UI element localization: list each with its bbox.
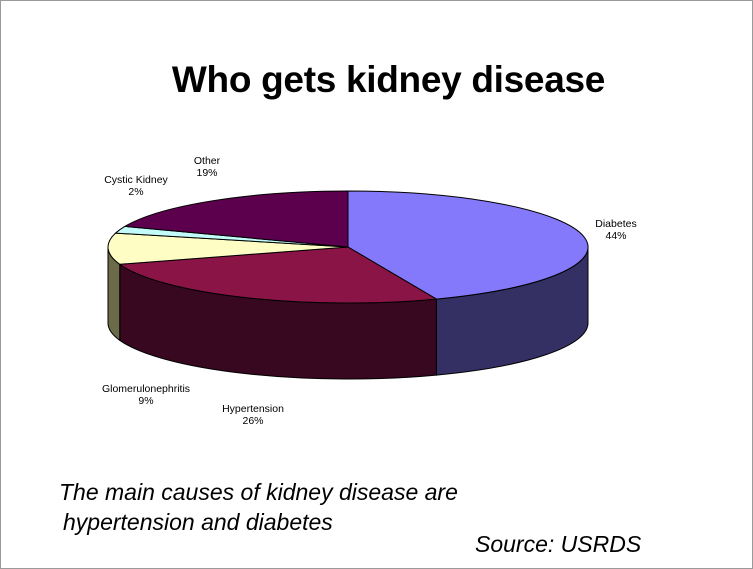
slice-hypertension: [118, 246, 438, 304]
slice-label-other: Other: [194, 155, 221, 167]
caption-line-2: hypertension and diabetes: [63, 509, 333, 535]
slice-diabetes: [347, 190, 589, 300]
source-note: Source: USRDS: [475, 531, 642, 557]
slide-title: Who gets kidney disease: [171, 59, 606, 100]
pie-sides: [107, 246, 589, 380]
slice-value-cystic-kidney: 2%: [128, 186, 143, 198]
slice-label-cystic-kidney: Cystic Kidney: [104, 174, 168, 186]
pie-tops: [107, 190, 589, 304]
slice-value-diabetes: 44%: [605, 230, 626, 242]
slice-value-glomerulonephritis: 9%: [138, 395, 153, 407]
slice-label-hypertension: Hypertension: [222, 403, 284, 415]
slice-label-glomerulonephritis: Glomerulonephritis: [102, 383, 190, 395]
caption: The main causes of kidney disease are hy…: [59, 477, 458, 537]
slice-label-diabetes: Diabetes: [595, 218, 636, 230]
slice-value-hypertension: 26%: [242, 415, 263, 427]
slice-value-other: 19%: [196, 167, 217, 179]
slice-glomerulonephritis: [107, 232, 349, 265]
caption-line-1: The main causes of kidney disease are: [59, 479, 458, 505]
slice-other: [123, 190, 349, 248]
